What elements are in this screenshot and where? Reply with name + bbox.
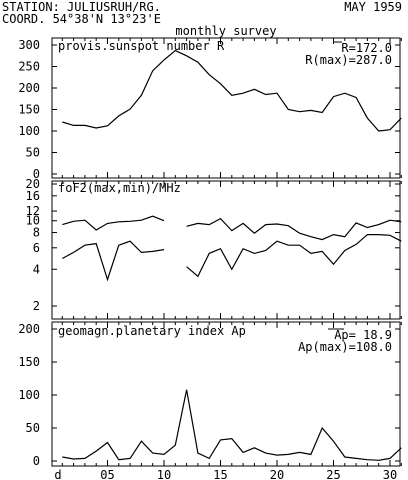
sunspot-y-tick-label: 250 <box>18 60 40 74</box>
x-tick-label: 10 <box>157 468 171 480</box>
fof2-series-line-1 <box>62 240 165 282</box>
ap-y-tick-label: 50 <box>26 421 40 435</box>
x-tick-label: 30 <box>383 468 397 480</box>
x-tick-label: 05 <box>100 468 114 480</box>
sunspot-title: provis.sunspot number R <box>58 39 225 53</box>
x-tick-label: d <box>54 468 61 480</box>
ap-y-tick-label: 150 <box>18 355 40 369</box>
fof2-y-tick-label: 16 <box>26 189 40 203</box>
sunspot-y-tick-label: 200 <box>18 81 40 95</box>
fof2-y-tick-label: 4 <box>33 262 40 276</box>
date-label: MAY 1959 <box>344 0 402 14</box>
survey-label: monthly survey <box>175 24 276 38</box>
ap-max: Ap(max)=108.0 <box>298 340 392 354</box>
fof2-y-tick-label: 6 <box>33 241 40 255</box>
ap-series-line-0 <box>62 389 402 461</box>
fof2-panel-frame <box>51 180 401 320</box>
x-tick-label: 20 <box>270 468 284 480</box>
sunspot-max: R(max)=287.0 <box>305 53 392 67</box>
fof2-y-tick-label: 8 <box>33 226 40 240</box>
ap-panel-frame <box>51 321 401 467</box>
fof2-y-tick-label: 2 <box>33 299 40 313</box>
sunspot-y-tick-label: 50 <box>26 146 40 160</box>
coord-label: COORD. 54°38'N 13°23'E <box>2 12 161 26</box>
sunspot-y-tick-label: 0 <box>33 167 40 181</box>
x-tick-label: 25 <box>326 468 340 480</box>
ap-y-tick-label: 200 <box>18 322 40 336</box>
fof2-y-tick-label: 20 <box>26 177 40 191</box>
ap-y-tick-label: 0 <box>33 454 40 468</box>
fof2-y-tick-label: 10 <box>26 214 40 228</box>
ap-y-tick-label: 100 <box>18 388 40 402</box>
sunspot-mean: R=172.0 <box>341 41 392 55</box>
sunspot-series-line-0 <box>62 49 402 132</box>
sunspot-panel-frame <box>51 37 401 179</box>
ap-mean: Ap= 18.9 <box>334 328 392 342</box>
sunspot-y-tick-label: 150 <box>18 103 40 117</box>
sunspot-y-tick-label: 100 <box>18 124 40 138</box>
sunspot-y-tick-label: 300 <box>18 38 40 52</box>
fof2-series-line-0 <box>186 217 402 241</box>
fof2-y-tick-label: 12 <box>26 204 40 218</box>
ap-title: geomagn.planetary index Ap <box>58 324 246 338</box>
fof2-title: foF2(max,min)/MHz <box>58 181 181 195</box>
x-tick-label: 15 <box>213 468 227 480</box>
fof2-series-line-1 <box>186 234 402 278</box>
fof2-series-line-0 <box>62 215 165 231</box>
station-label: STATION: JULIUSRUH/RG. <box>2 0 161 14</box>
